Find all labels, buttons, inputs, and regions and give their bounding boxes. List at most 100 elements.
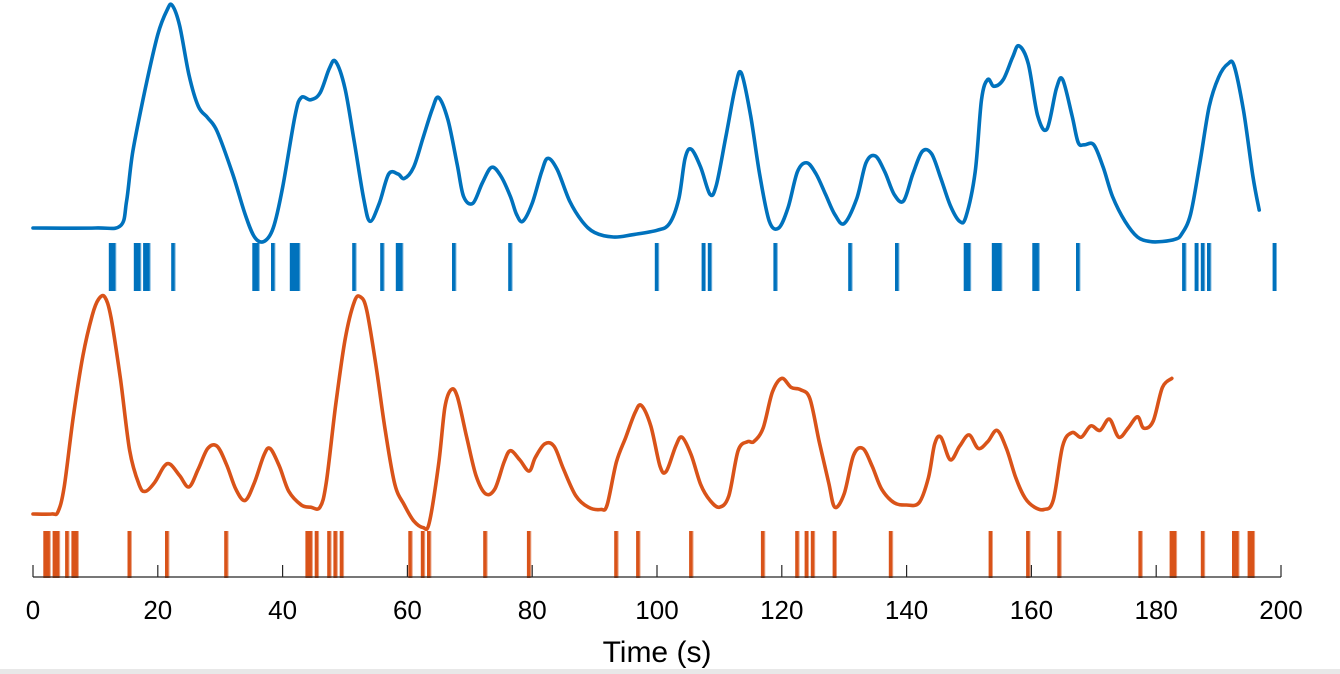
event-marker-highlight	[168, 531, 170, 578]
x-tick-label: 0	[26, 595, 40, 625]
event-marker	[1200, 243, 1206, 291]
event-marker	[1250, 531, 1256, 578]
event-marker	[314, 531, 320, 578]
event-marker-highlight	[330, 531, 333, 578]
event-marker	[832, 531, 837, 578]
event-marker-highlight	[1141, 531, 1144, 578]
x-tick-label: 100	[635, 595, 678, 625]
event-marker	[895, 243, 900, 291]
event-marker-highlight	[892, 531, 894, 578]
event-marker	[701, 243, 706, 291]
event-marker-highlight	[705, 243, 707, 291]
event-marker	[339, 531, 345, 578]
event-marker	[1035, 243, 1040, 291]
event-marker-highlight	[336, 531, 339, 578]
event-marker-highlight	[258, 243, 261, 291]
event-marker-highlight	[798, 531, 801, 578]
event-marker-highlight	[1204, 243, 1206, 291]
event-marker-highlight	[174, 243, 177, 291]
event-marker	[74, 531, 79, 578]
event-marker	[526, 531, 532, 578]
event-marker	[65, 531, 70, 578]
series-layer	[31, 2, 1278, 578]
event-marker	[483, 531, 488, 578]
event-marker	[1235, 531, 1240, 578]
event-marker	[289, 243, 295, 291]
event-marker	[1247, 531, 1252, 578]
event-marker-highlight	[1079, 243, 1081, 291]
event-marker	[420, 531, 426, 578]
event-marker	[165, 531, 170, 578]
event-marker	[333, 531, 338, 578]
event-marker	[408, 531, 413, 578]
event-marker-highlight	[1185, 243, 1188, 291]
event-marker	[146, 243, 151, 291]
event-marker-highlight	[530, 531, 532, 578]
event-marker	[508, 243, 513, 291]
event-marker	[804, 531, 809, 578]
event-marker-highlight	[355, 243, 358, 291]
event-marker	[1169, 531, 1174, 578]
x-tick-label: 120	[760, 595, 803, 625]
event-marker	[271, 243, 276, 291]
event-marker	[127, 531, 132, 578]
x-tick-label: 180	[1135, 595, 1178, 625]
event-marker-highlight	[430, 531, 432, 578]
event-marker	[380, 243, 385, 291]
event-marker	[773, 243, 778, 291]
event-marker	[252, 243, 257, 291]
event-marker-highlight	[511, 243, 514, 291]
event-marker-highlight	[77, 531, 80, 578]
event-marker-highlight	[836, 531, 838, 578]
event-marker	[296, 243, 301, 291]
series-2	[31, 293, 1256, 578]
event-marker	[966, 243, 972, 291]
event-marker	[71, 531, 76, 578]
event-marker-highlight	[424, 531, 426, 578]
event-marker	[1182, 243, 1187, 291]
event-marker	[1026, 531, 1031, 578]
event-marker-highlight	[1060, 531, 1063, 578]
event-marker	[1272, 243, 1277, 291]
event-marker	[795, 531, 800, 578]
event-marker-highlight	[299, 243, 301, 291]
event-marker	[963, 243, 969, 291]
x-tick-label: 140	[885, 595, 928, 625]
event-marker-highlight	[639, 531, 642, 578]
event-marker	[1032, 243, 1037, 291]
event-marker	[1057, 531, 1062, 578]
event-marker-highlight	[59, 531, 61, 578]
event-marker	[136, 243, 142, 291]
event-marker-highlight	[898, 243, 900, 291]
event-marker	[1232, 531, 1237, 578]
event-marker	[1076, 243, 1081, 291]
event-marker	[308, 531, 313, 578]
x-tick-label: 160	[1010, 595, 1053, 625]
series-trace	[31, 293, 1174, 532]
event-marker	[988, 531, 993, 578]
event-marker	[654, 243, 660, 291]
event-marker	[143, 243, 148, 291]
event-marker	[991, 243, 997, 291]
event-marker	[1194, 243, 1199, 291]
event-marker	[111, 243, 117, 291]
event-marker-highlight	[402, 243, 404, 291]
event-marker	[224, 531, 229, 578]
event-marker	[760, 531, 766, 578]
x-axis: 0 20 40 60 80 100 120 140 160 180 200	[26, 565, 1303, 625]
event-marker-highlight	[455, 243, 457, 291]
series-trace	[31, 2, 1261, 244]
event-marker	[452, 243, 457, 291]
event-marker-highlight	[711, 243, 713, 291]
event-marker	[810, 531, 816, 578]
event-marker-highlight	[274, 243, 276, 291]
event-marker	[133, 243, 139, 291]
x-tick-label: 40	[268, 595, 297, 625]
event-marker-highlight	[383, 243, 386, 291]
event-marker	[108, 243, 114, 291]
event-marker-highlight	[692, 531, 695, 578]
event-marker-highlight	[1176, 531, 1178, 578]
event-marker	[998, 243, 1003, 291]
event-marker-highlight	[851, 243, 854, 291]
